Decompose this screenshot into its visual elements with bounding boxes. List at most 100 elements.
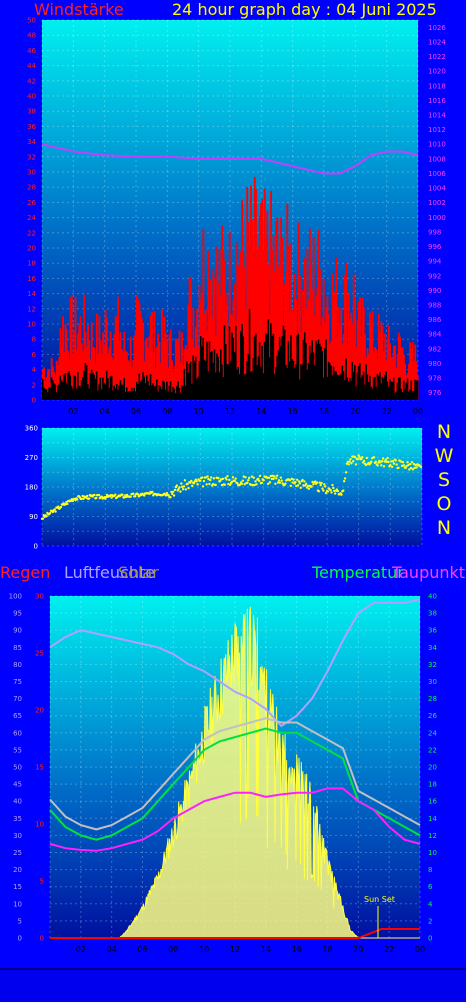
wind-gust-bar [238,273,241,400]
wind-gust-bar [256,258,259,400]
wind-avg-bar [285,365,287,400]
wind-avg-bar [379,372,381,400]
wind-avg-bar [115,383,118,400]
wind-gust-bar [69,297,72,400]
wind-direction-point [82,497,85,500]
wind-avg-bar [69,375,72,400]
wind-avg-bar [98,384,100,400]
y-tick-label: 4 [428,900,433,908]
wind-direction-point [48,511,52,515]
wind-direction-point [310,485,313,488]
wind-gust-bar [65,329,68,400]
wind-avg-bar [277,350,280,400]
wind-gust-bar [308,228,311,400]
wind-gust-bar [141,318,143,400]
sunset-label: Sun Set [364,895,395,904]
wind-direction-point [204,476,207,479]
x-tick-label: 18 [322,945,332,954]
wind-avg-bar [325,339,327,400]
wind-avg-bar [252,358,255,400]
y-tick-label: 4 [32,366,37,374]
y-tick-label: 980 [428,360,441,368]
wind-direction-point [380,460,384,463]
wind-direction-point [320,481,323,485]
chart-title-left: Windstärke [34,0,124,19]
rain-line [50,928,420,939]
wind-direction-point [230,480,234,483]
y-tick-label: 1020 [428,68,446,76]
wind-direction-point [394,459,397,462]
wind-direction-point [45,515,48,518]
wind-avg-bar [60,380,63,400]
wind-direction-point [419,465,423,469]
wind-gust-bar [166,340,168,400]
wind-avg-bar [105,370,108,400]
wind-gust-bar [372,351,375,400]
wind-direction-point [66,502,69,506]
y-tick-label: 38 [27,108,36,116]
x-tick-label: 10 [199,945,209,954]
wind-gust-bar [227,327,230,400]
wind-direction-point [206,475,209,478]
wind-gust-bar [162,341,165,400]
wind-gust-bar [163,316,166,400]
wind-avg-bar [68,371,70,400]
wind-avg-bar [317,339,320,400]
wind-gust-bar [277,266,280,400]
wind-direction-point [249,483,253,486]
wind-avg-bar [186,361,188,400]
wind-avg-bar [366,374,369,400]
wind-gust-bar [236,242,239,400]
y-tick-label: 45 [13,781,22,789]
wind-gust-bar [318,268,321,400]
legend-solar: Solar [118,563,159,582]
wind-avg-bar [65,382,68,400]
wind-direction-point [291,481,294,484]
wind-direction-point [370,460,373,463]
wind-direction-point [151,490,154,494]
wind-direction-point [409,466,413,470]
wind-direction-point [323,483,326,486]
wind-direction-point [202,479,206,483]
wind-direction-point [274,482,277,485]
wind-direction-point [347,463,350,466]
y-tick-label: 1014 [428,112,446,120]
wind-avg-bar [211,351,213,400]
wind-direction-point [81,494,84,498]
wind-direction-point [333,492,337,495]
wind-avg-bar [159,386,162,400]
wind-avg-bar [125,387,128,400]
wind-direction-point [173,488,177,492]
wind-direction-point [344,471,348,474]
wind-gust-bar [397,332,400,400]
wind-gust-bar [347,293,350,400]
wind-gust-bar [375,349,378,400]
wind-avg-bar [235,325,237,400]
wind-gust-bar [285,270,287,400]
wind-direction-point [266,482,270,486]
y-tick-label: 50 [27,17,36,25]
wind-gust-bar [390,356,393,400]
wind-avg-bar [415,380,418,400]
y-tick-label: 18 [428,781,437,789]
wind-avg-bar [271,335,273,400]
wind-direction-point [242,475,245,478]
wind-avg-bar [243,374,246,400]
wind-avg-bar [193,360,196,400]
wind-direction-point [257,477,260,481]
wind-avg-bar [113,385,115,400]
wind-gust-bar [123,331,126,400]
wind-direction-point [333,489,336,493]
wind-avg-bar [102,377,104,400]
wind-direction-point [361,456,364,459]
wind-gust-bar [362,307,365,400]
wind-direction-point [386,456,389,460]
legend-humidity: Luftfeuchte [64,563,156,582]
wind-direction-point [221,477,225,481]
wind-direction-point [390,460,393,463]
wind-gust-bar [74,296,77,400]
compass-letters: N W S O N [434,420,454,540]
wind-avg-bar [58,384,60,400]
wind-direction-point [240,482,244,485]
wind-avg-bar [364,384,366,400]
